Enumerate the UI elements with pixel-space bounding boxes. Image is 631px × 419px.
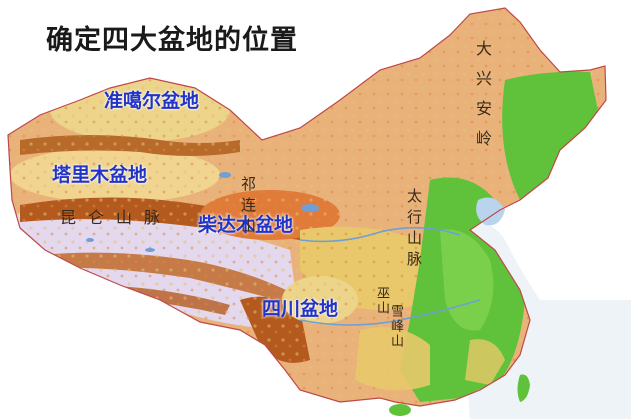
- sichuan-basin-label: 四川盆地: [262, 298, 339, 320]
- qaidam-basin-label: 柴达木盆地: [198, 214, 294, 236]
- south-hills: [355, 327, 430, 391]
- lake-3: [145, 248, 155, 252]
- daxinganling-label: 大兴安岭: [473, 40, 492, 160]
- taihang-mountains-label: 太行山脉: [405, 188, 423, 272]
- wushan-label: 巫山: [374, 286, 389, 316]
- tarim-basin-label: 塔里木盆地: [52, 164, 148, 186]
- hainan-island: [389, 404, 411, 416]
- lake-1: [219, 172, 231, 178]
- lake-2: [86, 238, 94, 242]
- yellow-river: [299, 226, 461, 243]
- bohai-sea: [476, 197, 505, 226]
- kunlun-mountains-label: 昆仑山脉: [60, 208, 173, 227]
- xuefeng-mountains-label: 雪峰山: [388, 304, 403, 349]
- qinghai-lake: [301, 204, 319, 212]
- northeast-plain: [502, 71, 600, 201]
- north-china-plain: [440, 229, 494, 331]
- southeast-hills: [465, 339, 505, 385]
- junggar-basin-label: 准噶尔盆地: [104, 90, 200, 112]
- yangtze-river: [299, 299, 481, 326]
- qilian-mountains-label: 祁连山: [239, 176, 257, 239]
- national-border: [7, 7, 607, 407]
- taiwan-island: [517, 374, 530, 402]
- figure-title: 确定四大盆地的位置: [46, 25, 298, 56]
